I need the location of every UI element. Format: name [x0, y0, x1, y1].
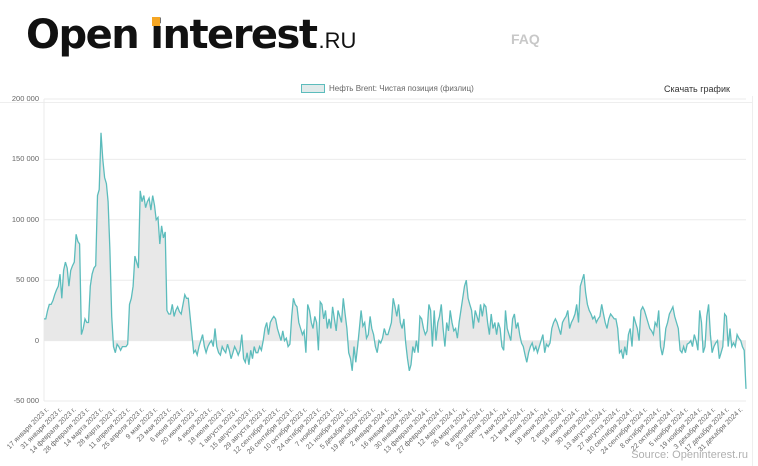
chart-legend[interactable]: Нефть Brent: Чистая позиция (физлиц)	[301, 84, 474, 93]
y-tick-label: -50 000	[13, 396, 39, 405]
y-tick-label: 100 000	[11, 214, 39, 224]
chart-header-divider	[0, 102, 752, 103]
source-credit: Source: Openinterest.ru	[631, 449, 748, 461]
logo-word-interest-text: interest	[150, 12, 318, 58]
series-area-fill	[44, 132, 746, 389]
logo-word-open: Open	[26, 12, 140, 58]
logo-suffix: .RU	[318, 28, 357, 53]
legend-swatch	[301, 84, 325, 93]
y-tick-label: 0	[34, 335, 39, 345]
y-tick-label: 50 000	[16, 275, 39, 285]
legend-label: Нефть Brent: Чистая позиция (физлиц)	[329, 84, 474, 93]
y-tick-label: 200 000	[11, 94, 39, 103]
nav-faq-link[interactable]: FAQ	[511, 31, 540, 47]
download-chart-button[interactable]: Скачать график	[664, 84, 730, 94]
logo-accent-mark	[152, 17, 161, 26]
chart-right-border	[752, 96, 753, 466]
series-line[interactable]	[44, 132, 747, 389]
logo[interactable]: Open interest .RU	[26, 12, 356, 62]
y-tick-label: 150 000	[11, 154, 39, 164]
logo-word-interest: interest	[150, 12, 318, 58]
